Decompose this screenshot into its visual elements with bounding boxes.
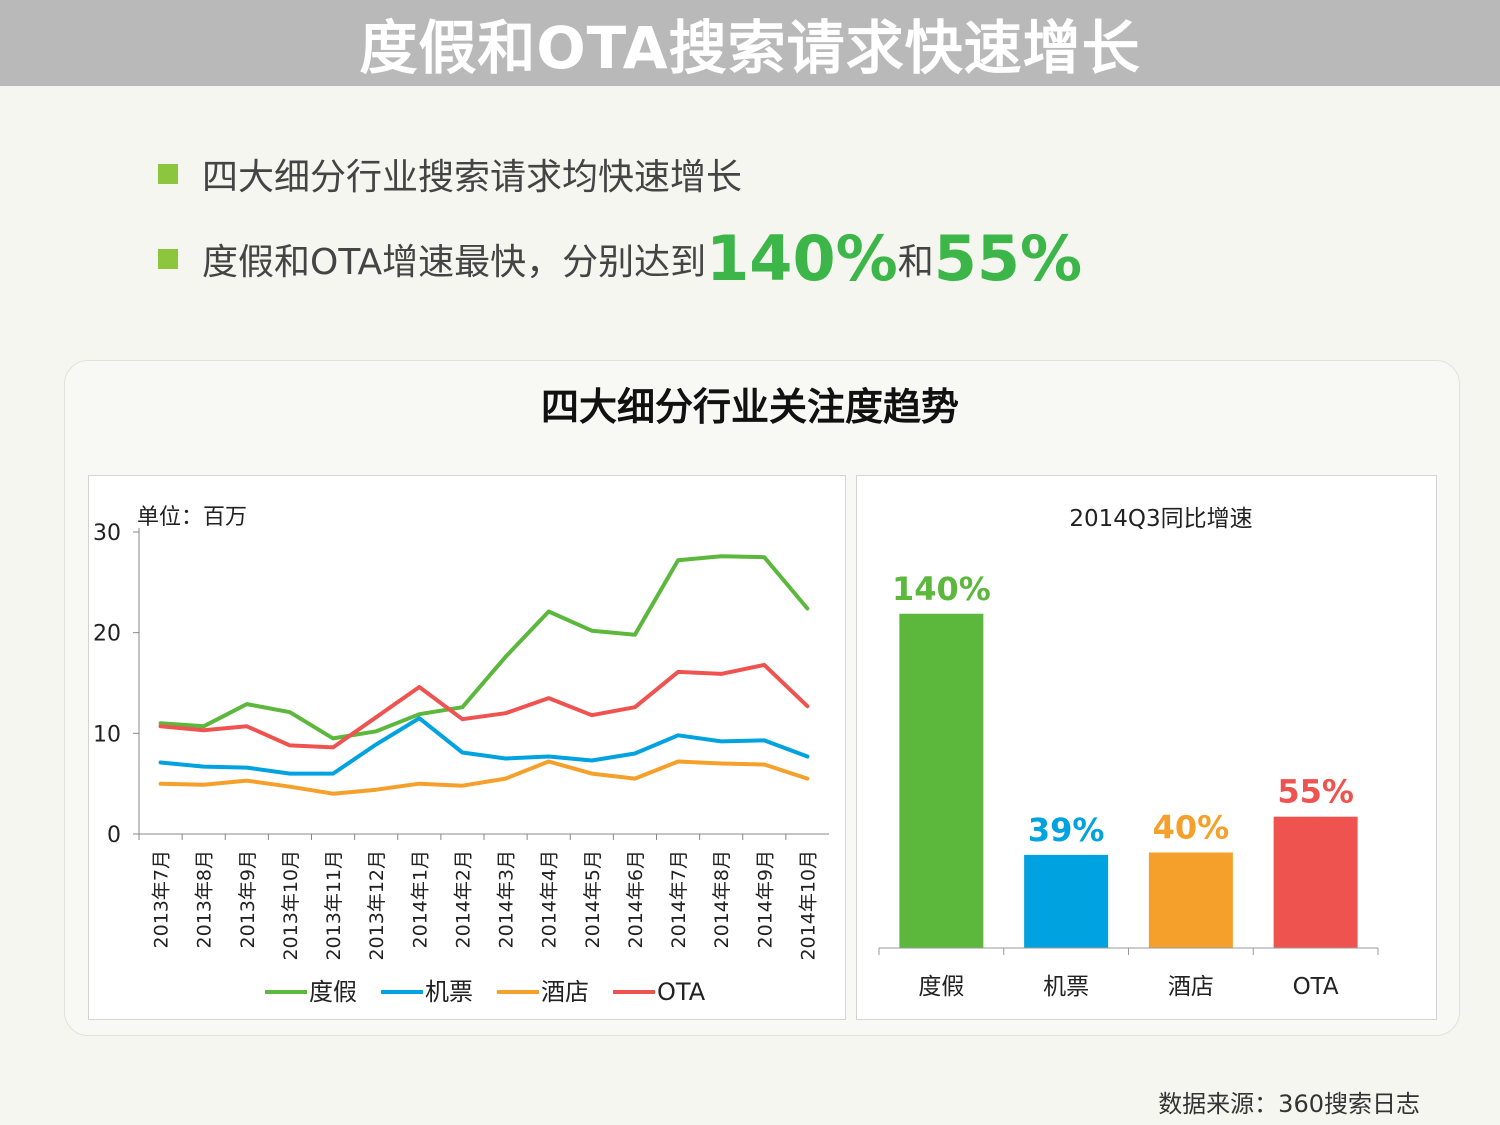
legend-label: OTA (657, 978, 706, 1006)
y-tick-label: 0 (107, 823, 121, 848)
x-tick-label: 2014年7月 (668, 850, 690, 948)
x-tick-label: 2014年5月 (582, 850, 604, 948)
bar-酒店 (1148, 852, 1233, 948)
x-tick-label: 2013年7月 (151, 850, 173, 948)
y-tick-label: 30 (93, 521, 121, 546)
line-chart: 单位：百万 0 10 20 30 2013年7月 2013年8月 2013年9月 2013年10… (93, 505, 829, 1006)
data-source: 数据来源：360搜索日志 (1158, 1090, 1420, 1118)
x-tick-label: 2014年3月 (496, 850, 518, 948)
x-tick-label: 2013年12月 (366, 850, 388, 961)
series-line-机票 (158, 716, 810, 776)
bar-chart-box: 2014Q3同比增速 140% 度假 39% 机票 40% 酒店 55% OTA (856, 475, 1437, 1020)
bar-category-label: 酒店 (1168, 974, 1214, 1000)
bar-机票 (1024, 854, 1109, 948)
page-title: 度假和OTA搜索请求快速增长 (359, 14, 1141, 82)
x-tick-label: 2013年9月 (237, 850, 259, 948)
x-tick-label: 2014年4月 (539, 850, 561, 948)
bullet-1: 四大细分行业搜索请求均快速增长 (158, 148, 742, 200)
x-tick-label: 2014年9月 (754, 850, 776, 948)
bullet-2-value-1: 140% (706, 222, 898, 295)
bar-度假 (899, 613, 984, 948)
y-tick-label: 10 (93, 722, 121, 747)
bar-category-label: OTA (1293, 974, 1339, 1000)
legend-label: 酒店 (541, 978, 589, 1006)
x-tick-label: 2013年10月 (280, 850, 302, 961)
bullet-2-value-2: 55% (933, 222, 1083, 295)
legend-label: 机票 (425, 978, 473, 1006)
panel-title: 四大细分行业关注度趋势 (540, 385, 959, 429)
bar-chart-title: 2014Q3同比增速 (1069, 506, 1252, 532)
x-tick-label: 2013年11月 (323, 850, 345, 961)
series-line-度假 (158, 554, 810, 741)
unit-label: 单位：百万 (137, 505, 247, 530)
bar-category-label: 度假 (918, 974, 964, 1000)
bullet-square-icon (158, 164, 178, 184)
series-line-OTA (158, 662, 810, 750)
x-tick-label: 2014年8月 (711, 850, 733, 948)
x-tick-label: 2013年8月 (194, 850, 216, 948)
bar-value-label: 39% (1028, 811, 1105, 849)
bar-value-label: 55% (1277, 773, 1354, 811)
x-tick-label: 2014年1月 (409, 850, 431, 948)
bar-chart: 2014Q3同比增速 140% 度假 39% 机票 40% 酒店 55% OTA (878, 506, 1379, 1000)
bullet-2: 度假和OTA增速最快，分别达到 140% 和 55% (158, 222, 1082, 295)
bar-value-label: 140% (892, 570, 991, 608)
bullet-2-prefix: 度假和OTA增速最快，分别达到 (202, 241, 707, 283)
bullet-square-icon (158, 248, 178, 269)
x-tick-label: 2014年6月 (625, 850, 647, 948)
bar-OTA (1273, 816, 1358, 948)
bar-value-label: 40% (1153, 809, 1230, 847)
x-tick-label: 2014年10月 (797, 850, 819, 961)
bullet-1-text: 四大细分行业搜索请求均快速增长 (202, 157, 743, 198)
line-chart-box: 单位：百万 0 10 20 30 2013年7月 2013年8月 2013年9月 2013年10… (88, 475, 846, 1020)
title-bar: 度假和OTA搜索请求快速增长 (0, 0, 1500, 86)
y-tick-label: 20 (93, 622, 121, 647)
legend-label: 度假 (309, 978, 357, 1006)
bar-category-label: 机票 (1043, 974, 1089, 1000)
x-tick-label: 2014年2月 (452, 850, 474, 948)
bullet-2-mid: 和 (897, 241, 934, 283)
series-line-酒店 (158, 759, 810, 796)
